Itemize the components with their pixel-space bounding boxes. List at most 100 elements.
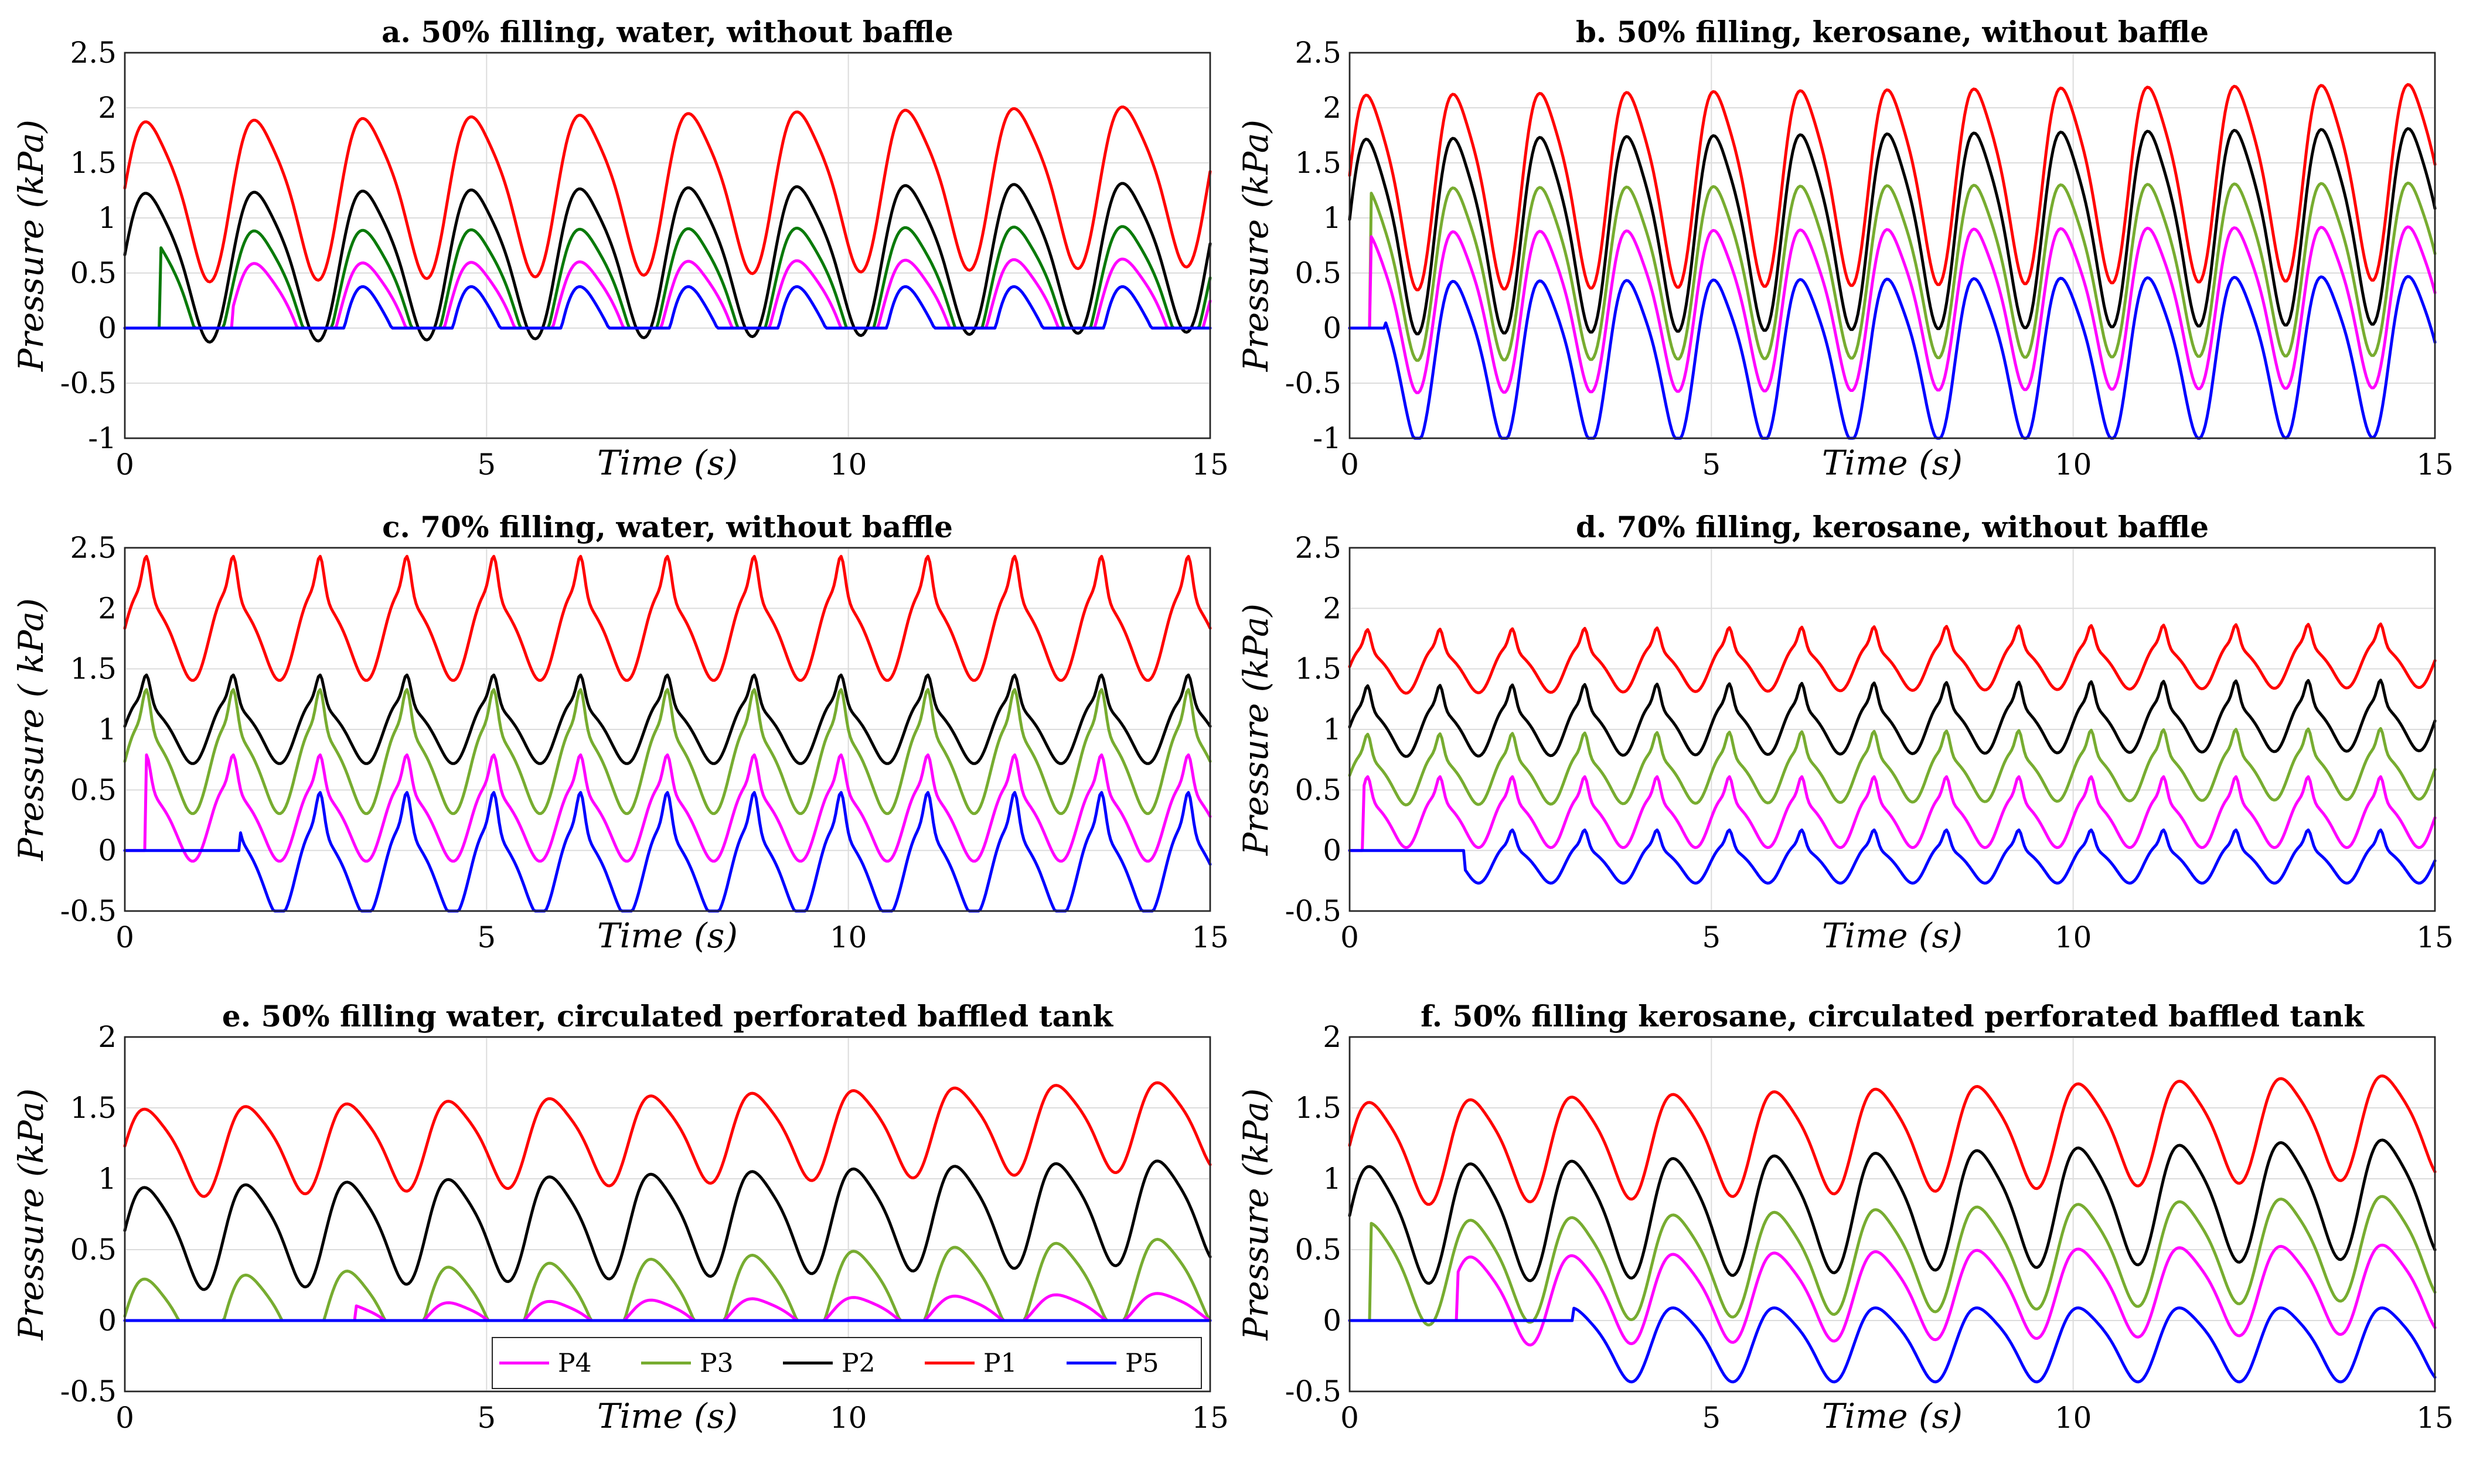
y-tick-label: 0.5	[70, 256, 117, 290]
legend: P4 P3 P2 P1 P5	[492, 1337, 1202, 1389]
series-line-p2	[123, 1159, 1212, 1291]
y-axis-label: Pressure (kPa)	[1236, 603, 1276, 856]
x-tick-label: 10	[830, 920, 867, 954]
panel-c: -0.500.511.522.50 5 10 15c. 70% filling, wa…	[11, 510, 1229, 956]
x-tick-label: 15	[1191, 1401, 1229, 1435]
panel-e: -0.500.511.520 5 10 15e. 50% filling water,…	[11, 999, 1229, 1436]
x-axis-label: Time (s)	[597, 443, 738, 483]
x-tick-label: 10	[830, 1401, 867, 1435]
x-tick-label: 5	[1702, 920, 1721, 954]
x-tick-label: 0	[1340, 920, 1359, 954]
series-line-p3	[1348, 182, 2437, 362]
y-tick-label: 2	[98, 591, 117, 625]
y-axis-label: Pressure (kPa)	[11, 120, 51, 372]
plot-border	[1348, 52, 2436, 439]
chart-title: c. 70% filling, water, without baffle	[382, 510, 953, 544]
y-tick-label: 2.5	[1295, 36, 1341, 70]
series-line-p1	[123, 105, 1212, 284]
y-tick-label: -1	[1313, 421, 1341, 455]
series-line-p2	[123, 673, 1212, 765]
y-tick-label: 0	[1323, 1304, 1341, 1338]
y-tick-label: 1.5	[1295, 146, 1341, 180]
series-line-p5	[123, 285, 1212, 330]
chart-title: e. 50% filling water, circulated perfora…	[222, 999, 1113, 1033]
plot-area	[1348, 52, 2436, 439]
y-tick-label: 1.5	[70, 1091, 117, 1125]
series-line-p2	[1348, 678, 2437, 758]
plot-border	[124, 52, 1211, 439]
x-tick-label: 5	[477, 448, 496, 482]
x-tick-label: 10	[2055, 448, 2092, 482]
x-tick-label: 0	[115, 920, 134, 954]
y-tick-label: 0	[1323, 311, 1341, 345]
plot-border	[124, 547, 1211, 912]
panel-f: -0.500.511.520 5 10 15f. 50% filling kerosa…	[1236, 999, 2454, 1436]
legend-label-p3: P3	[700, 1349, 734, 1379]
y-tick-label: 2	[1323, 91, 1341, 125]
y-tick-label: -0.5	[60, 1374, 117, 1408]
y-tick-label: 0	[98, 1304, 117, 1338]
y-tick-label: 1.5	[70, 146, 117, 180]
chart-title: b. 50% filling, kerosane, without baffle	[1576, 15, 2209, 49]
y-tick-label: 2.5	[70, 36, 117, 70]
y-tick-label: 1.5	[1295, 652, 1341, 686]
x-tick-label: 15	[2416, 448, 2454, 482]
y-tick-label: 1	[98, 1162, 117, 1196]
y-tick-label: 0	[1323, 834, 1341, 868]
series-line-p4	[1348, 1243, 2437, 1347]
series-line-p5	[123, 791, 1212, 913]
x-tick-label: 5	[1702, 448, 1721, 482]
y-tick-label: 0.5	[70, 1233, 117, 1267]
panel-b: -1 -0.5 0 0.5 1 1.5 2 2.5 0 5 10 15 b. 50% filling, …	[1236, 15, 2454, 483]
x-tick-label: 0	[115, 448, 134, 482]
y-axis-label: Pressure (kPa)	[1236, 1089, 1276, 1341]
y-tick-label: -0.5	[1285, 366, 1341, 400]
y-tick-label: 1	[1323, 1162, 1341, 1196]
legend-label-p4: P4	[558, 1349, 592, 1379]
x-tick-label: 15	[1191, 920, 1229, 954]
series-line-p1	[1348, 622, 2437, 695]
series-line-p4	[123, 753, 1212, 863]
y-tick-label: 0	[98, 834, 117, 868]
x-tick-label: 10	[2055, 1401, 2092, 1435]
series-line-p4	[1348, 225, 2437, 394]
series-line-p1	[123, 555, 1212, 682]
y-tick-label: -1	[88, 421, 117, 455]
y-tick-label: 1	[1323, 201, 1341, 235]
x-tick-label: 5	[477, 1401, 496, 1435]
x-tick-label: 0	[1340, 1401, 1359, 1435]
y-tick-label: 1	[98, 712, 117, 746]
legend-label-p1: P1	[983, 1349, 1017, 1379]
y-tick-label: -0.5	[60, 894, 117, 928]
legend-label-p5: P5	[1125, 1349, 1159, 1379]
x-axis-label: Time (s)	[1822, 443, 1963, 483]
plot-border	[1348, 547, 2436, 912]
y-axis-label: Pressure (kPa)	[1236, 120, 1276, 372]
y-tick-label: 1	[98, 201, 117, 235]
x-axis-label: Time (s)	[1822, 916, 1963, 956]
y-tick-label: 2	[98, 1020, 117, 1054]
plot-border	[124, 1036, 1211, 1393]
y-tick-label: 2	[1323, 591, 1341, 625]
y-tick-label: 2	[1323, 1020, 1341, 1054]
series-line-p3	[1348, 1195, 2437, 1326]
x-axis-label: Time (s)	[597, 916, 738, 956]
y-tick-label: 1.5	[1295, 1091, 1341, 1125]
x-tick-label: 0	[115, 1401, 134, 1435]
y-tick-label: 1	[1323, 712, 1341, 746]
x-tick-label: 15	[2416, 1401, 2454, 1435]
x-tick-label: 10	[830, 448, 867, 482]
y-axis-label: Pressure (kPa)	[11, 1089, 51, 1341]
x-tick-label: 5	[477, 920, 496, 954]
y-tick-label: 0.5	[1295, 773, 1341, 807]
y-tick-label: -0.5	[1285, 894, 1341, 928]
y-tick-label: 2.5	[70, 531, 117, 565]
x-axis-label: Time (s)	[1822, 1396, 1963, 1436]
y-tick-label: 0.5	[1295, 1233, 1341, 1267]
x-tick-label: 0	[1340, 448, 1359, 482]
x-axis-label: Time (s)	[597, 1396, 738, 1436]
plot-area	[1348, 1036, 2436, 1393]
y-tick-label: 2	[98, 91, 117, 125]
y-tick-label: 0.5	[1295, 256, 1341, 290]
y-axis-label: Pressure ( kPa)	[11, 598, 51, 861]
